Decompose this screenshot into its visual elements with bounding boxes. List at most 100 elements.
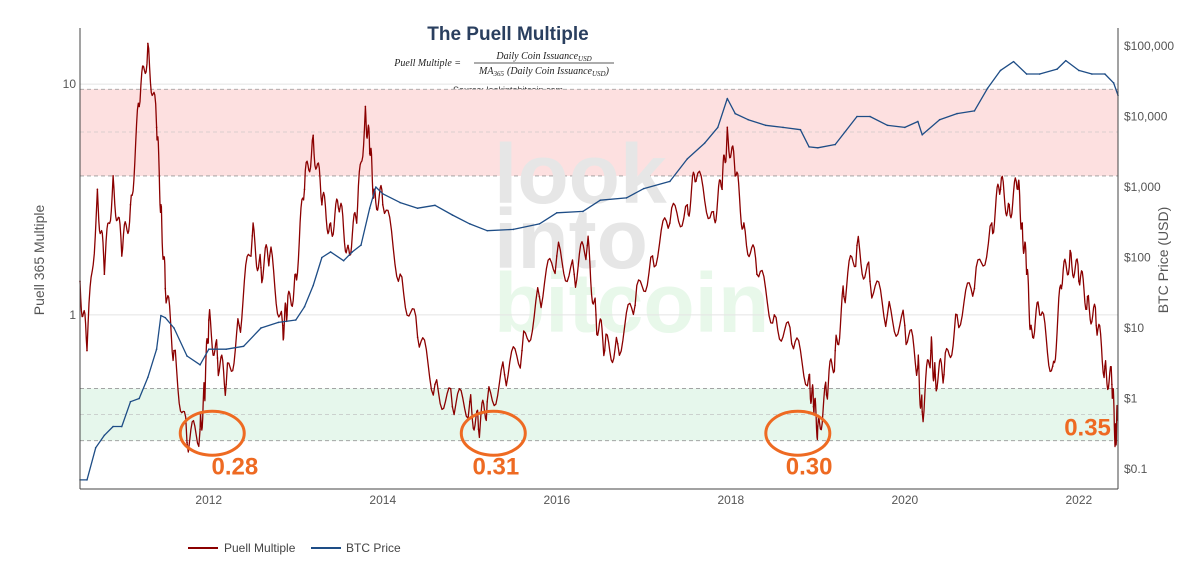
puell-point-84 — [999, 188, 1002, 191]
btc-point-48 — [726, 97, 729, 100]
puell-point-12 — [173, 349, 175, 352]
puell-point-83 — [991, 222, 993, 224]
puell-point-59 — [721, 188, 723, 191]
legend-label-btc[interactable]: BTC Price — [346, 541, 401, 555]
puell-point-39 — [434, 383, 436, 386]
btc-point-24 — [329, 251, 332, 253]
puell-point-88 — [1025, 273, 1028, 276]
puell-point-69 — [825, 394, 828, 396]
annotations: 0.28 0.31 0.30 0.35 — [178, 409, 1111, 481]
puell-point-57 — [695, 180, 697, 182]
puell-point-16 — [207, 319, 210, 321]
puell-point-87 — [1021, 222, 1024, 224]
puell-point-70 — [834, 349, 837, 352]
btc-point-61 — [917, 120, 919, 123]
puell-point-20 — [251, 235, 254, 237]
btc-point-35 — [468, 223, 471, 225]
series-lines — [79, 42, 1119, 481]
btc-point-68 — [1012, 60, 1015, 63]
btc-point-62 — [921, 133, 924, 136]
puell-point-62 — [743, 222, 745, 224]
y-right-tick-label-5: $10,000 — [1124, 109, 1168, 123]
btc-point-34 — [451, 214, 454, 216]
puell-point-27 — [312, 134, 314, 137]
btc-point-18 — [260, 327, 262, 329]
puell-point-2 — [96, 188, 99, 191]
btc-point-60 — [904, 126, 906, 129]
btc-point-41 — [599, 199, 602, 201]
btc-point-51 — [764, 124, 767, 127]
btc-point-22 — [312, 284, 314, 287]
btc-point-39 — [556, 212, 558, 214]
btc-point-64 — [956, 112, 958, 115]
legend[interactable]: Puell Multiple BTC Price — [188, 541, 401, 555]
puell-point-5 — [120, 255, 123, 257]
puell-point-21 — [260, 266, 262, 269]
puell-point-81 — [956, 314, 958, 316]
formula-denominator-rest: (Daily Coin Issuance — [507, 66, 593, 77]
puell-point-15 — [203, 394, 206, 396]
puell-point-42 — [477, 428, 480, 430]
puell-point-4 — [112, 175, 114, 177]
puell-point-18 — [225, 383, 227, 386]
puell-point-22 — [268, 255, 271, 257]
y-right-tick-label-4: $1,000 — [1124, 180, 1161, 194]
puell-point-63 — [756, 273, 758, 276]
btc-point-2 — [94, 446, 97, 449]
legend-label-puell[interactable]: Puell Multiple — [224, 541, 296, 555]
btc-point-3 — [103, 434, 106, 437]
btc-point-73 — [1078, 69, 1080, 72]
puell-point-6 — [129, 203, 132, 206]
y-axis-left-label: Puell 365 Multiple — [31, 205, 47, 316]
watermark: look into bitcoin — [494, 127, 769, 350]
puell-point-55 — [669, 222, 671, 224]
btc-point-65 — [973, 110, 976, 112]
btc-point-70 — [1038, 73, 1041, 75]
btc-point-52 — [782, 126, 784, 129]
btc-point-28 — [368, 207, 371, 210]
formula-denominator-rest-sub: USD — [592, 70, 606, 78]
puell-point-86 — [1017, 188, 1019, 191]
formula-numerator: Daily Coin IssuanceUSD — [495, 51, 591, 63]
puell-point-24 — [286, 314, 288, 316]
btc-point-44 — [669, 180, 671, 183]
axes: 2012 2014 2016 2018 2020 2022 1 10 $0.1 $1 $10 $100… — [63, 28, 1174, 507]
annotation-circle-2 — [764, 409, 832, 457]
btc-point-72 — [1064, 59, 1067, 62]
gridlines — [80, 83, 1118, 316]
btc-point-49 — [734, 112, 736, 115]
x-tick-label-2012: 2012 — [195, 493, 222, 507]
puell-point-38 — [416, 336, 419, 339]
puell-point-91 — [1051, 365, 1054, 367]
puell-point-9 — [155, 126, 158, 129]
puell-point-33 — [364, 105, 367, 108]
puell-point-37 — [399, 273, 401, 276]
puell-point-29 — [329, 222, 332, 224]
puell-point-85 — [1008, 203, 1011, 206]
puell-point-52 — [616, 342, 619, 345]
annotation-circle-1 — [459, 409, 527, 457]
puell-point-41 — [468, 401, 471, 403]
btc-point-63 — [938, 118, 941, 121]
formula-denominator-main: MA — [478, 66, 494, 77]
puell-point-65 — [790, 342, 793, 345]
btc-point-31 — [399, 201, 401, 204]
btc-point-76 — [1112, 82, 1115, 84]
y-right-tick-label-0: $0.1 — [1124, 462, 1148, 476]
puell-point-67 — [812, 405, 815, 408]
annotation-value-2: 0.30 — [786, 454, 833, 481]
puell-point-11 — [164, 287, 167, 290]
puell-point-14 — [199, 428, 201, 430]
annotation-value-3: 0.35 — [1064, 415, 1111, 442]
btc-point-5 — [120, 425, 123, 428]
btc-point-40 — [582, 210, 584, 213]
btc-point-8 — [147, 376, 149, 379]
puell-point-40 — [451, 405, 454, 408]
formula-lhs: Puell Multiple = — [393, 58, 461, 69]
puell-point-54 — [651, 255, 654, 257]
puell-point-23 — [281, 324, 284, 327]
btc-point-11 — [164, 316, 167, 319]
puell-point-48 — [573, 273, 576, 276]
btc-point-45 — [686, 158, 689, 160]
puell-point-17 — [216, 357, 219, 359]
